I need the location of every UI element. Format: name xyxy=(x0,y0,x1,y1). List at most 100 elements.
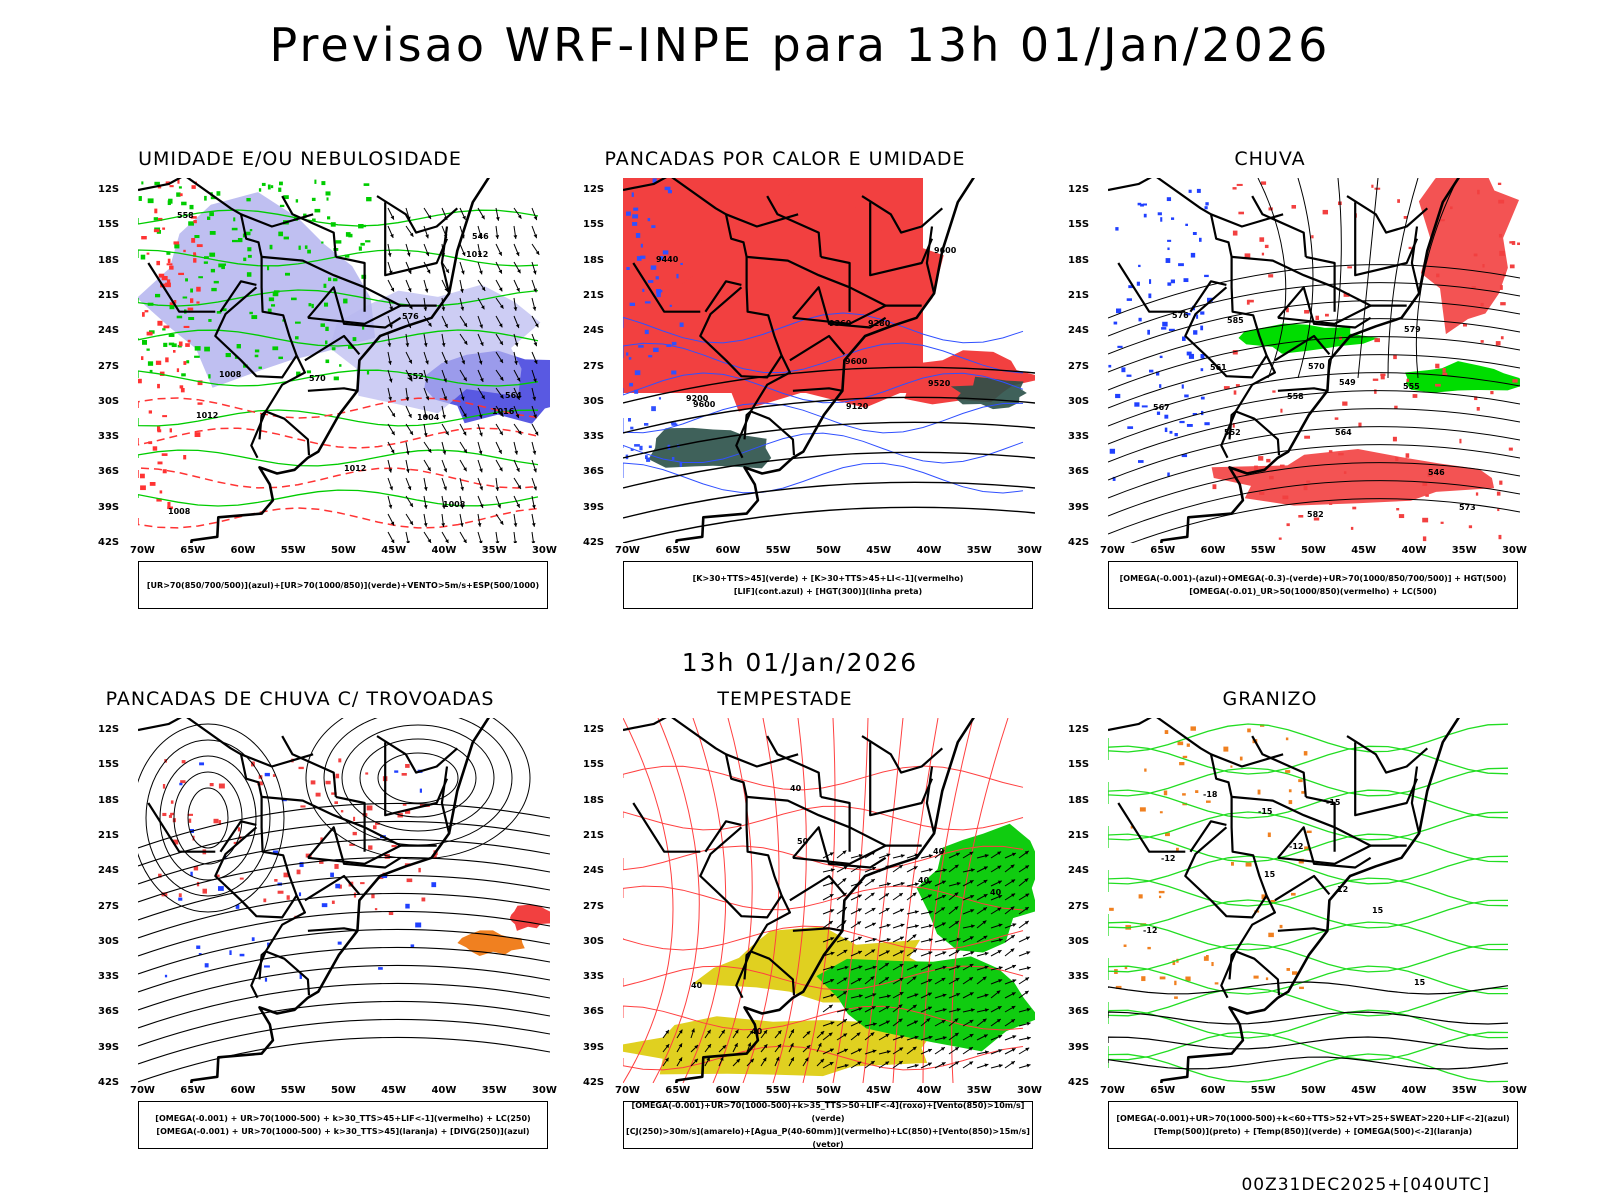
wind-vector xyxy=(423,315,432,327)
lat-tick-label: 21S xyxy=(98,289,120,301)
wind-vector xyxy=(387,243,392,257)
shower-shade xyxy=(457,930,525,956)
low-humidity-mark xyxy=(140,254,146,260)
state-border xyxy=(1251,195,1307,257)
lon-tick-label: 45W xyxy=(866,1085,892,1096)
thunderstorm-mark xyxy=(418,867,421,873)
hgt500-streamline xyxy=(1108,480,1520,535)
lon-tick-label: 40W xyxy=(1401,1085,1427,1096)
map-panel: CHUVA 12S 15S 18S 21S 24S 27S 30S 33S 36S 39S 42S 70… xyxy=(1030,148,1527,648)
wind-vector xyxy=(990,907,1002,915)
hgt300-contour xyxy=(623,451,1035,489)
low-humidity-mark xyxy=(304,245,308,249)
wind-vector xyxy=(822,1021,835,1027)
thunderstorm-mark xyxy=(320,837,323,842)
wind-vector xyxy=(746,1058,755,1067)
thickness-mark xyxy=(169,265,174,270)
rain-mark xyxy=(1498,534,1502,540)
state-border xyxy=(214,826,298,919)
low-humidity-mark xyxy=(291,297,297,301)
contour-label: -18 xyxy=(1203,790,1218,799)
streamline xyxy=(1257,178,1287,379)
wind-vector xyxy=(864,965,877,971)
thickness-mark xyxy=(197,380,203,386)
contour-label: 15 xyxy=(1264,870,1276,879)
map-frame[interactable]: 1012 1012 1016 1008 1008 1012 1008 1004 576 570 56… xyxy=(138,178,550,543)
hgt500-streamline xyxy=(1108,336,1520,391)
rain-mark xyxy=(1450,206,1453,210)
temp500-contour xyxy=(1108,1056,1509,1070)
map-frame[interactable]: 585 582 579 576 573 570 567 564 561 558 555 552 549 5… xyxy=(1108,178,1520,543)
map-frame[interactable]: -12 -12 -12 -15 -15 -18 15 15 12 15 xyxy=(1108,718,1520,1083)
lat-tick-label: 42S xyxy=(1068,1077,1090,1088)
wind-vector xyxy=(836,965,849,971)
rain-mark xyxy=(1473,253,1478,257)
lc250-streamline xyxy=(138,946,550,993)
omega-mark xyxy=(1285,770,1291,773)
wind-vector xyxy=(387,477,393,491)
thickness-mark xyxy=(193,220,197,224)
lon-tick-label: 30W xyxy=(531,1085,557,1096)
lat-tick-label: 39S xyxy=(98,501,120,513)
divergence-mark xyxy=(405,903,410,909)
map-frame[interactable]: 40 40 40 50 40 40 40 xyxy=(623,718,1035,1083)
wind-vector xyxy=(495,477,500,491)
state-border xyxy=(766,195,822,257)
omega-mark xyxy=(1142,203,1147,206)
lat-tick-label: 33S xyxy=(583,431,605,443)
hgt500-streamline xyxy=(1108,264,1520,319)
wind-vector xyxy=(836,877,847,887)
green-contour xyxy=(138,449,539,467)
temp850-contour xyxy=(1108,943,1509,973)
omega-mark xyxy=(1279,924,1283,929)
omega-mark xyxy=(1124,966,1128,970)
wind-vector xyxy=(1018,1063,1031,1069)
wind-vector xyxy=(387,513,395,526)
wind-vector xyxy=(878,938,891,943)
omega-mark xyxy=(1247,728,1251,733)
rain-mark xyxy=(1280,408,1283,413)
omega-mark xyxy=(1211,962,1214,967)
contour-label: 585 xyxy=(1227,316,1244,325)
wind-vector xyxy=(948,852,961,859)
map-frame[interactable] xyxy=(138,718,550,1083)
wind-vector xyxy=(850,920,862,929)
thunderstorm-mark xyxy=(365,772,369,775)
contour-label: 564 xyxy=(1335,428,1352,437)
wind-vector xyxy=(477,243,482,257)
wind-vector xyxy=(962,1061,974,1069)
thunderstorm-mark xyxy=(384,854,390,859)
wind-vector xyxy=(920,1048,933,1055)
lon-tick-label: 70W xyxy=(1100,545,1125,556)
wind-vector xyxy=(920,951,933,957)
rain-mark xyxy=(1325,313,1329,317)
state-border xyxy=(1277,304,1372,325)
lifted-index-mark xyxy=(653,347,659,352)
coastline xyxy=(1160,718,1460,1083)
wind-vector xyxy=(962,1033,974,1041)
map-frame[interactable]: 9600 9600 9520 9440 9360 9280 9200 9120 9600 xyxy=(623,178,1035,543)
low-humidity-mark xyxy=(168,198,173,204)
lifted-index-mark xyxy=(644,423,649,426)
thickness-mark xyxy=(196,301,200,304)
state-border xyxy=(304,334,361,362)
wind-vector xyxy=(760,1043,768,1053)
omega-mark xyxy=(1128,285,1134,289)
rain-mark xyxy=(1232,423,1235,428)
wind-vector xyxy=(906,892,917,901)
wind-vector xyxy=(423,513,428,527)
precipitable-water-contour xyxy=(712,718,753,1083)
omega-mark xyxy=(1165,832,1170,837)
omega-mark xyxy=(1159,811,1163,814)
state-border xyxy=(219,820,257,853)
omega-mark xyxy=(1113,321,1118,325)
contour-label: 567 xyxy=(1153,403,1170,412)
wind-vector xyxy=(513,387,520,400)
wind-vector xyxy=(405,495,414,508)
low-humidity-mark xyxy=(311,303,314,309)
wind-vector xyxy=(1004,1035,1017,1041)
lat-tick-label: 33S xyxy=(583,971,605,983)
thickness-mark xyxy=(180,388,185,393)
rain-mark xyxy=(1238,211,1245,215)
wind-vector xyxy=(718,1044,727,1053)
